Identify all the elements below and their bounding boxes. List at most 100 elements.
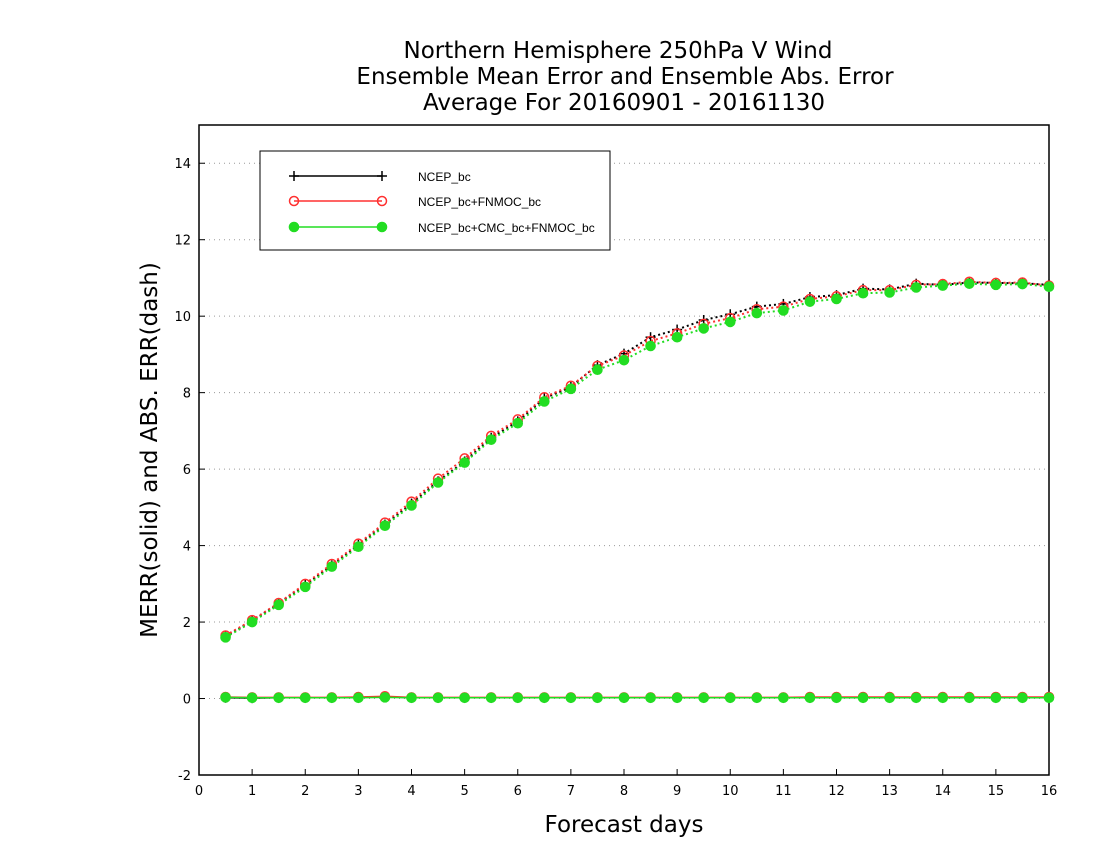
abs-error-point [273,599,284,611]
abs-error-point [565,383,577,395]
mean-error-point [512,692,524,704]
chart-title-line-2: Ensemble Mean Error and Ensemble Abs. Er… [356,64,894,90]
abs-error-point [884,287,895,298]
x-axis-label: Forecast days [545,812,704,838]
abs-error-point [353,541,364,553]
series-2 [220,278,1055,704]
abs-error-point [778,305,789,316]
x-tick-label: 6 [514,784,522,799]
y-tick-label: 10 [174,310,191,325]
x-tick-label: 13 [881,784,898,799]
mean-error-point [432,692,444,704]
mean-error-point [406,692,417,704]
y-tick-label: 0 [183,693,191,708]
x-tick-label: 11 [775,784,792,799]
abs-error-point [432,477,444,488]
legend-label: NCEP_bc [418,170,471,184]
x-tick-label: 9 [673,784,681,799]
legend-marker [376,221,388,233]
legend-label: NCEP_bc+CMC_bc+FNMOC_bc [418,221,595,235]
abs-error-line [225,281,1050,638]
abs-error-point [645,340,656,352]
legend-entry: NCEP_bc+FNMOC_bc [288,195,541,209]
abs-error-point [512,417,524,429]
mean-error-point [326,692,338,704]
x-tick-label: 10 [722,784,739,799]
y-tick-label: 4 [183,540,191,555]
mean-error-point [618,692,630,704]
x-tick-label: 16 [1041,784,1058,799]
mean-error-point [857,692,869,704]
mean-error-point [831,692,842,704]
mean-error-point [485,692,497,704]
mean-error-point [884,692,895,704]
abs-error-point [459,457,470,468]
mean-error-point [937,692,949,704]
mean-error-point [990,692,1002,704]
abs-error-point [220,632,231,643]
chart-title-line-1: Northern Hemisphere 250hPa V Wind [404,38,833,64]
legend-marker [288,195,300,207]
mean-error-point [645,692,656,704]
mean-error-point [804,692,816,704]
x-tick-label: 5 [460,784,468,799]
abs-error-point [990,279,1002,291]
y-tick-label: -2 [178,769,191,784]
legend-marker [376,195,388,207]
x-tick-label: 2 [301,784,309,799]
abs-error-point [618,354,630,366]
legend-marker [288,221,300,233]
mean-error-point [273,692,284,704]
x-tick-label: 14 [934,784,951,799]
legend-marker [377,171,387,181]
abs-error-point [379,520,391,532]
abs-error-point [246,616,258,628]
x-tick-label: 3 [354,784,362,799]
mean-error-point [592,692,603,704]
x-tick-label: 1 [248,784,256,799]
abs-error-point [751,307,763,319]
abs-error-point [671,331,683,343]
y-tick-label: 2 [183,616,191,631]
abs-error-point [1017,278,1028,290]
y-tick-label: 6 [183,463,191,478]
mean-error-point [698,692,709,704]
abs-error-point [406,500,417,511]
abs-error-point [592,364,603,376]
abs-error-point [724,316,736,328]
chart-title-line-3: Average For 20160901 - 20161130 [423,90,825,116]
abs-error-line [225,282,1050,639]
legend-label: NCEP_bc+FNMOC_bc [418,195,541,209]
legend-marker [289,171,299,181]
mean-error-point [379,692,391,703]
abs-error-point [857,287,869,299]
x-tick-label: 8 [620,784,628,799]
mean-error-point [1043,692,1055,704]
mean-error-point [353,692,364,704]
abs-error-line [225,280,1050,637]
mean-error-point [910,692,922,704]
mean-error-point [1017,692,1028,704]
abs-error-point [326,561,338,572]
mean-error-point [539,692,550,704]
x-tick-label: 4 [407,784,415,799]
y-tick-label: 12 [174,234,191,249]
abs-error-point [964,278,975,289]
series-layer [220,276,1055,704]
abs-error-point [910,282,922,293]
mean-error-point [751,692,763,704]
legend-entry: NCEP_bc [289,170,471,184]
legend: NCEP_bc NCEP_bc+FNMOC_bc NCEP_bc+CMC_bc+FN… [259,150,611,251]
abs-error-point [831,293,842,305]
mean-error-point [299,692,311,704]
abs-error-point [485,434,497,445]
legend-entry: NCEP_bc+CMC_bc+FNMOC_bc [288,221,595,235]
x-tick-label: 7 [567,784,575,799]
series-0 [220,277,1054,704]
abs-error-point [804,296,816,307]
mean-error-point [220,692,231,703]
abs-error-point [937,280,949,291]
abs-error-point [698,323,709,334]
